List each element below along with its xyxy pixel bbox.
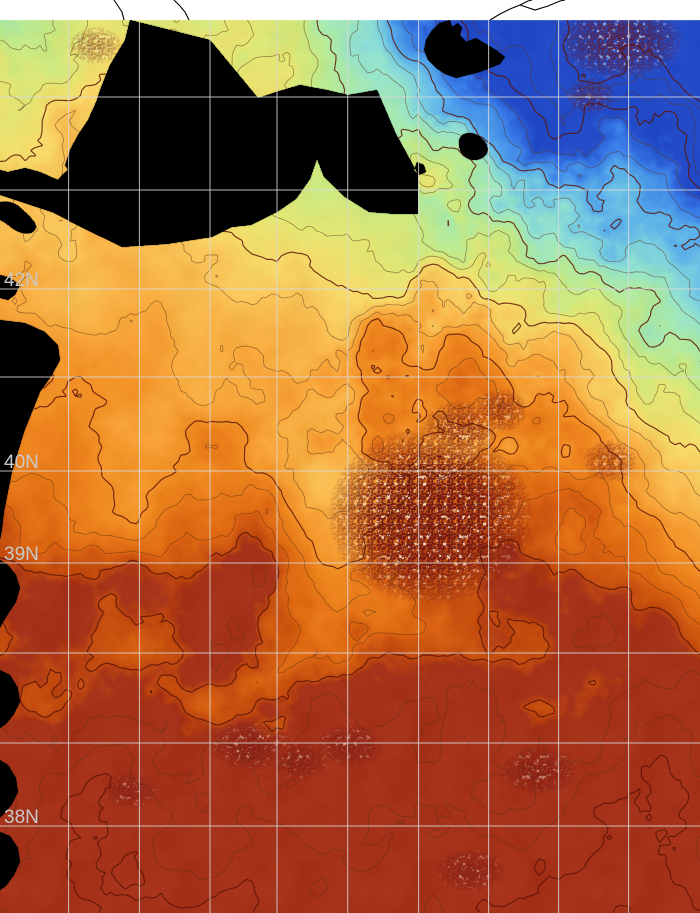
svg-text:42N: 42N <box>4 270 39 291</box>
svg-text:40N: 40N <box>4 452 39 473</box>
svg-text:38N: 38N <box>4 807 39 828</box>
svg-text:39N: 39N <box>4 544 39 565</box>
